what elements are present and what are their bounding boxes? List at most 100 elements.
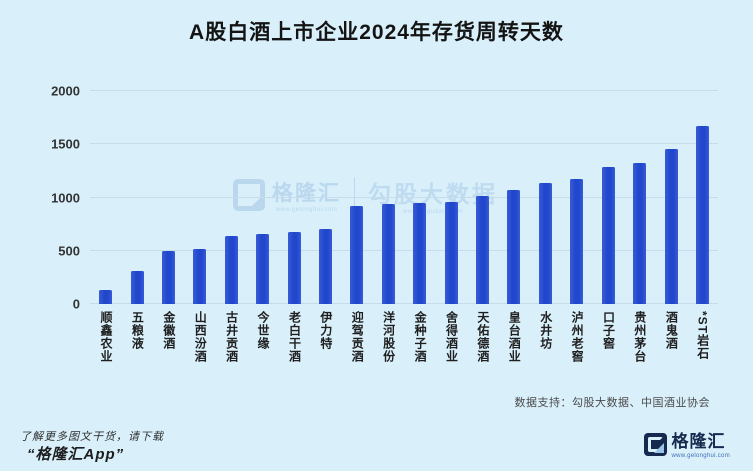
x-axis-label: 顺鑫农业	[99, 311, 113, 363]
x-label-slot: 水井坊	[530, 311, 561, 363]
x-label-slot: 古井贡酒	[216, 311, 247, 363]
x-axis-label: 迎驾贡酒	[350, 311, 365, 363]
x-label-slot: 口子窖	[593, 311, 624, 363]
y-axis-tick-label: 2000	[51, 83, 80, 99]
y-axis: 0 500 1000 1500 2000	[0, 84, 80, 312]
x-axis-label: 今世缘	[256, 311, 271, 350]
bar-舍得酒业	[444, 201, 458, 304]
x-label-slot: 酒鬼酒	[655, 311, 686, 363]
bar-slot	[624, 91, 655, 304]
x-label-slot: 金徽酒	[153, 311, 184, 363]
watermark-brand: 格隆汇 www.gelonghui.com	[233, 177, 341, 213]
x-axis-label: 伊力特	[318, 311, 333, 350]
y-axis-tick-label: 0	[72, 296, 80, 312]
y-axis-tick-label: 1500	[51, 136, 80, 152]
source-note: 数据支持：勾股大数据、中国酒业协会	[514, 397, 710, 409]
x-axis-label: 天佑德酒	[475, 311, 490, 363]
bar-口子窖	[601, 166, 615, 304]
bar-slot	[655, 91, 686, 304]
bar-slot	[247, 91, 278, 304]
x-axis-label: 金种子酒	[413, 311, 428, 363]
x-label-slot: 老白干酒	[278, 311, 309, 363]
bar-slot	[530, 91, 561, 304]
bar-slot	[184, 91, 215, 304]
x-label-slot: 泸州老窖	[561, 311, 592, 363]
x-axis-label: 古井贡酒	[224, 311, 239, 363]
bar-slot	[341, 91, 372, 304]
bar-今世缘	[256, 234, 270, 304]
bar-slot	[373, 91, 404, 304]
x-label-slot: 皇台酒业	[498, 311, 529, 363]
bar-贵州茅台	[633, 162, 647, 304]
x-axis-label: 五粮液	[130, 311, 145, 350]
bar-山西汾酒	[193, 248, 207, 304]
x-label-slot: 顺鑫农业	[90, 311, 121, 363]
gelonghui-logo-text: 格隆汇	[671, 432, 726, 451]
bar-slot	[593, 91, 624, 304]
x-label-slot: 今世缘	[247, 311, 278, 363]
watermark-partner-name: 勾股大数据	[368, 181, 498, 207]
bar-slot	[435, 91, 466, 304]
bar-天佑德酒	[476, 195, 490, 304]
bar-slot	[121, 91, 152, 304]
x-axis-label: 皇台酒业	[507, 311, 522, 363]
x-label-slot: *ST岩石	[687, 311, 718, 363]
watermark-divider	[354, 177, 355, 213]
y-axis-tick-label: 500	[58, 243, 80, 259]
bar-*ST岩石	[695, 125, 709, 304]
footer-promo-text: 了解更多图文干货，请下载	[20, 431, 164, 443]
watermark-partner-url: www.gogudata.com	[402, 209, 464, 215]
bar-古井贡酒	[224, 235, 238, 304]
x-axis-label: 泸州老窖	[570, 311, 585, 363]
bar-金种子酒	[413, 203, 427, 304]
bar-五粮液	[130, 271, 144, 304]
bar-slot	[498, 91, 529, 304]
gelonghui-logo: 格隆汇 www.gelonghui.com	[643, 432, 730, 459]
gridline	[90, 90, 718, 91]
x-label-slot: 五粮液	[121, 311, 152, 363]
gridline	[90, 196, 718, 198]
chart-title: A股白酒上市企业2024年存货周转天数	[189, 21, 564, 44]
x-label-slot: 金种子酒	[404, 311, 435, 363]
bar-皇台酒业	[507, 189, 521, 304]
x-label-slot: 伊力特	[310, 311, 341, 363]
bar-slot	[216, 91, 247, 304]
x-axis: 顺鑫农业 五粮液 金徽酒 山西汾酒 古井贡酒 今世缘 老白干酒 伊力特 迎驾贡酒 洋河股份 金种子酒…	[90, 311, 718, 363]
bar-老白干酒	[287, 231, 301, 304]
x-axis-label: 贵州茅台	[632, 311, 647, 363]
bar-slot	[310, 91, 341, 304]
watermark: 格隆汇 www.gelonghui.com 勾股大数据 www.gogudata…	[233, 175, 498, 215]
footer-app-name: “格隆汇App”	[27, 446, 125, 463]
x-axis-label: 山西汾酒	[193, 311, 208, 363]
y-axis-tick-label: 1000	[51, 190, 80, 205]
bar-slot	[561, 91, 592, 304]
x-label-slot: 山西汾酒	[184, 311, 215, 363]
x-axis-label: 老白干酒	[287, 311, 302, 363]
x-label-slot: 贵州茅台	[624, 311, 655, 363]
bar-slot	[467, 91, 498, 304]
plot-area	[90, 90, 718, 304]
bar-slot	[278, 91, 309, 304]
gridline	[90, 249, 718, 251]
watermark-brand-name: 格隆汇	[272, 182, 341, 205]
bar-水井坊	[538, 182, 552, 304]
x-axis-label: 金徽酒	[161, 311, 176, 350]
bar-酒鬼酒	[664, 148, 678, 304]
bar-金徽酒	[162, 250, 176, 304]
x-label-slot: 天佑德酒	[467, 311, 498, 363]
gelonghui-logo-url: www.gelonghui.com	[671, 452, 730, 459]
bar-slot	[90, 91, 121, 304]
x-axis-label: 酒鬼酒	[664, 311, 679, 350]
watermark-brand-url: www.gelonghui.com	[275, 207, 338, 213]
x-axis-label: 口子窖	[601, 311, 616, 350]
bar-泸州老窖	[570, 179, 584, 304]
x-axis-label: 水井坊	[538, 311, 553, 350]
bar-slot	[404, 91, 435, 304]
bar-顺鑫农业	[99, 289, 113, 304]
bar-迎驾贡酒	[350, 206, 364, 304]
bar-slot	[153, 91, 184, 304]
gelonghui-logo-icon	[233, 179, 265, 211]
gridline	[90, 143, 718, 145]
bar-洋河股份	[381, 204, 395, 304]
